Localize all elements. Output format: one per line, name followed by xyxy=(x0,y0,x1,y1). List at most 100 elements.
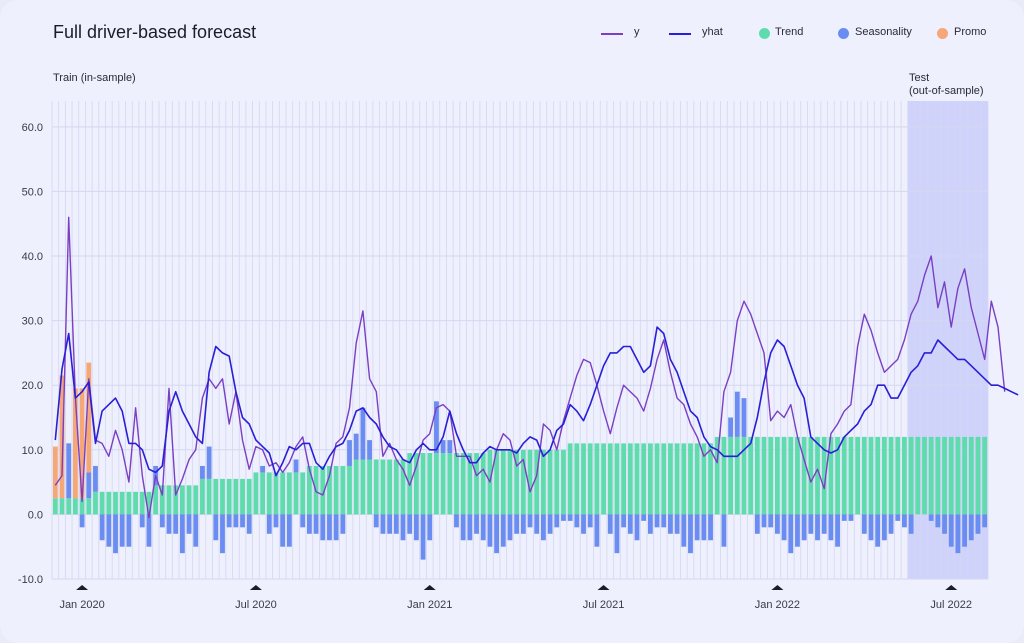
trend-bar xyxy=(540,449,546,515)
trend-bar xyxy=(801,436,807,515)
trend-bar xyxy=(547,449,553,515)
legend-swatch-y xyxy=(601,33,623,35)
trend-bar xyxy=(500,449,506,515)
seasonality-bar xyxy=(701,514,707,541)
seasonality-bar xyxy=(674,514,680,534)
trend-bar xyxy=(567,443,573,515)
trend-bar xyxy=(373,459,379,515)
trend-bar xyxy=(962,436,968,515)
legend-swatch-yhat xyxy=(669,33,691,35)
seasonality-bar xyxy=(293,459,299,473)
trend-bar xyxy=(748,436,754,515)
seasonality-bar xyxy=(801,514,807,541)
seasonality-bar xyxy=(139,514,145,528)
trend-bar xyxy=(467,453,473,515)
seasonality-bar xyxy=(721,514,727,547)
seasonality-bar xyxy=(113,514,118,554)
trend-bar xyxy=(200,478,205,515)
trend-bar xyxy=(306,465,312,515)
seasonality-bar xyxy=(607,514,613,534)
trend-bar xyxy=(701,443,707,515)
trend-bar xyxy=(821,436,827,515)
test-region-label-line1: Test xyxy=(909,72,930,84)
trend-bar xyxy=(902,436,907,515)
seasonality-bar xyxy=(688,514,693,554)
seasonality-bar xyxy=(193,514,199,547)
trend-bar xyxy=(474,453,479,515)
seasonality-bar xyxy=(948,514,954,547)
chart-title: Full driver-based forecast xyxy=(53,22,257,42)
y-tick-label: 40.0 xyxy=(22,251,43,263)
seasonality-bar xyxy=(226,514,232,528)
trend-bar xyxy=(835,436,840,515)
seasonality-bar xyxy=(795,514,800,547)
seasonality-bar xyxy=(166,514,172,534)
x-tick-label: Jan 2021 xyxy=(407,599,452,611)
trend-bar xyxy=(393,459,399,515)
trend-bar xyxy=(861,436,867,515)
seasonality-bar xyxy=(126,514,132,547)
y-tick-label: 50.0 xyxy=(22,186,43,198)
trend-bar xyxy=(681,443,687,515)
train-region-label: Train (in-sample) xyxy=(53,72,136,84)
trend-bar xyxy=(327,465,332,515)
seasonality-bar xyxy=(534,514,540,534)
trend-bar xyxy=(434,453,439,515)
trend-bar xyxy=(581,443,586,515)
trend-bar xyxy=(647,443,653,515)
seasonality-bar xyxy=(768,514,774,528)
trend-bar xyxy=(714,436,720,515)
trend-bar xyxy=(661,443,667,515)
seasonality-bar xyxy=(233,514,239,528)
trend-bar xyxy=(52,498,58,515)
seasonality-bar xyxy=(494,514,500,554)
trend-bar xyxy=(594,443,600,515)
seasonality-bar xyxy=(694,514,700,541)
seasonality-bar xyxy=(774,514,780,534)
holiday-marker-icon xyxy=(945,585,958,590)
trend-bar xyxy=(614,443,620,515)
trend-bar xyxy=(186,485,192,515)
trend-bar xyxy=(895,436,901,515)
y-tick-label: 0.0 xyxy=(28,509,43,521)
seasonality-bar xyxy=(367,440,372,460)
seasonality-bar xyxy=(514,514,520,534)
seasonality-bar xyxy=(313,514,319,534)
seasonality-bar xyxy=(581,514,586,534)
promo-bar xyxy=(72,388,78,499)
seasonality-bar xyxy=(407,514,413,534)
legend-label-seasonality: Seasonality xyxy=(855,26,912,38)
seasonality-bar xyxy=(340,514,346,534)
promo-bar xyxy=(86,362,92,473)
trend-bar xyxy=(982,436,988,515)
seasonality-bar xyxy=(240,514,245,528)
seasonality-bar xyxy=(668,514,673,534)
seasonality-bar xyxy=(200,465,205,479)
seasonality-bar xyxy=(902,514,907,528)
trend-bar xyxy=(601,443,606,515)
trend-bar xyxy=(233,478,239,515)
trend-bar xyxy=(955,436,961,515)
trend-bar xyxy=(922,436,927,515)
trend-bar xyxy=(774,436,780,515)
promo-bar xyxy=(52,446,58,499)
seasonality-bar xyxy=(955,514,961,554)
trend-bar xyxy=(561,449,566,515)
test-region-label: Test (out-of-sample) xyxy=(909,72,984,98)
trend-bar xyxy=(607,443,613,515)
seasonality-bar xyxy=(594,514,600,547)
seasonality-bar xyxy=(460,514,466,541)
trend-bar xyxy=(86,498,92,515)
trend-bar xyxy=(534,449,540,515)
seasonality-bar xyxy=(119,514,125,547)
trend-bar xyxy=(728,436,734,515)
seasonality-bar xyxy=(500,514,506,547)
seasonality-bar xyxy=(641,514,647,521)
holiday-marker-icon xyxy=(423,585,436,590)
seasonality-bar xyxy=(474,514,479,534)
seasonality-bar xyxy=(808,514,814,534)
promo-bar xyxy=(79,388,85,499)
trend-bar xyxy=(447,453,453,515)
trend-bar xyxy=(527,449,533,515)
seasonality-bar xyxy=(888,514,894,534)
